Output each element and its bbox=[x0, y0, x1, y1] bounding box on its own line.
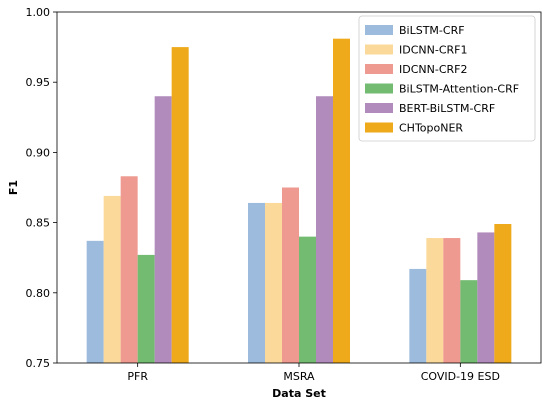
bar-idcnn-crf2-2 bbox=[443, 238, 461, 363]
legend-label: BERT-BiLSTM-CRF bbox=[399, 102, 495, 115]
legend-label: BiLSTM-Attention-CRF bbox=[399, 83, 519, 96]
plot-frame bbox=[56, 11, 542, 364]
legend-swatch bbox=[365, 103, 393, 113]
legend-label: CHTopoNER bbox=[399, 122, 463, 135]
bar-bert-bilstm-crf-0 bbox=[154, 96, 172, 364]
bar-bert-bilstm-crf-2 bbox=[477, 232, 495, 363]
bar-bilstm-crf-0 bbox=[86, 240, 104, 363]
bar-bert-bilstm-crf-1 bbox=[316, 96, 333, 364]
legend: BiLSTM-CRF IDCNN-CRF1 IDCNN-CRF2 BiLSTM-Att… bbox=[358, 15, 536, 142]
bar-idcnn-crf2-0 bbox=[120, 176, 138, 363]
bar-chtoponer-0 bbox=[171, 47, 189, 363]
bar-bilstm-attention-crf-2 bbox=[460, 280, 478, 363]
x-tick-label: PFR bbox=[127, 370, 148, 383]
y-axis: 0.75 0.80 0.85 0.90 0.95 1.00 bbox=[26, 6, 57, 370]
bar-bilstm-attention-crf-0 bbox=[137, 254, 155, 363]
bars-group bbox=[86, 38, 512, 364]
bar-bilstm-crf-2 bbox=[409, 268, 427, 363]
bar-bilstm-attention-crf-1 bbox=[299, 236, 316, 363]
y-axis-title: F1 bbox=[7, 180, 20, 195]
y-tick-label: 0.85 bbox=[26, 217, 51, 230]
legend-swatch bbox=[365, 122, 393, 133]
bar-chtoponer-1 bbox=[333, 38, 350, 364]
x-tick-label: COVID-19 ESD bbox=[421, 370, 500, 383]
legend-box bbox=[358, 15, 536, 142]
legend-label: BiLSTM-CRF bbox=[399, 24, 465, 37]
legend-swatch bbox=[365, 83, 393, 94]
y-tick-label: 1.00 bbox=[26, 6, 51, 19]
legend-label: IDCNN-CRF2 bbox=[399, 63, 467, 76]
x-axis: PFR MSRA COVID-19 ESD bbox=[127, 363, 500, 383]
y-tick-label: 0.75 bbox=[26, 357, 51, 370]
y-tick-label: 0.80 bbox=[26, 287, 51, 300]
y-tick-label: 0.95 bbox=[26, 76, 51, 89]
bar-chtoponer-2 bbox=[494, 224, 512, 363]
bar-idcnn-crf1-0 bbox=[103, 195, 121, 363]
x-axis-title: Data Set bbox=[272, 387, 326, 400]
legend-label: IDCNN-CRF1 bbox=[399, 44, 467, 57]
legend-swatch bbox=[365, 44, 393, 55]
y-tick-label: 0.90 bbox=[26, 146, 51, 159]
bar-idcnn-crf1-1 bbox=[265, 202, 282, 363]
legend-swatch bbox=[365, 25, 393, 35]
bar-bilstm-crf-1 bbox=[248, 202, 265, 363]
x-tick-label: MSRA bbox=[283, 370, 315, 383]
bar-idcnn-crf2-1 bbox=[282, 187, 299, 363]
legend-swatch bbox=[365, 64, 393, 74]
bar-idcnn-crf1-2 bbox=[426, 238, 444, 363]
